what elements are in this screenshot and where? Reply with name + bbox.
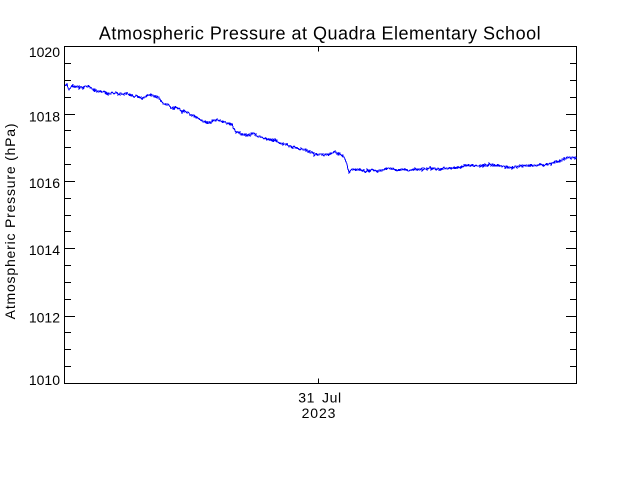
svg-text:31 Jul: 31 Jul (298, 390, 341, 406)
svg-text:1016: 1016 (29, 175, 60, 191)
svg-text:1012: 1012 (29, 309, 60, 325)
svg-text:1020: 1020 (29, 44, 60, 60)
svg-text:2023: 2023 (302, 405, 337, 421)
svg-text:Atmospheric Pressure (hPa): Atmospheric Pressure (hPa) (2, 123, 18, 320)
svg-text:Atmospheric Pressure at Quadra: Atmospheric Pressure at Quadra Elementar… (99, 24, 541, 44)
svg-text:1018: 1018 (29, 108, 60, 124)
svg-text:1014: 1014 (29, 242, 60, 258)
svg-text:1010: 1010 (29, 372, 60, 388)
